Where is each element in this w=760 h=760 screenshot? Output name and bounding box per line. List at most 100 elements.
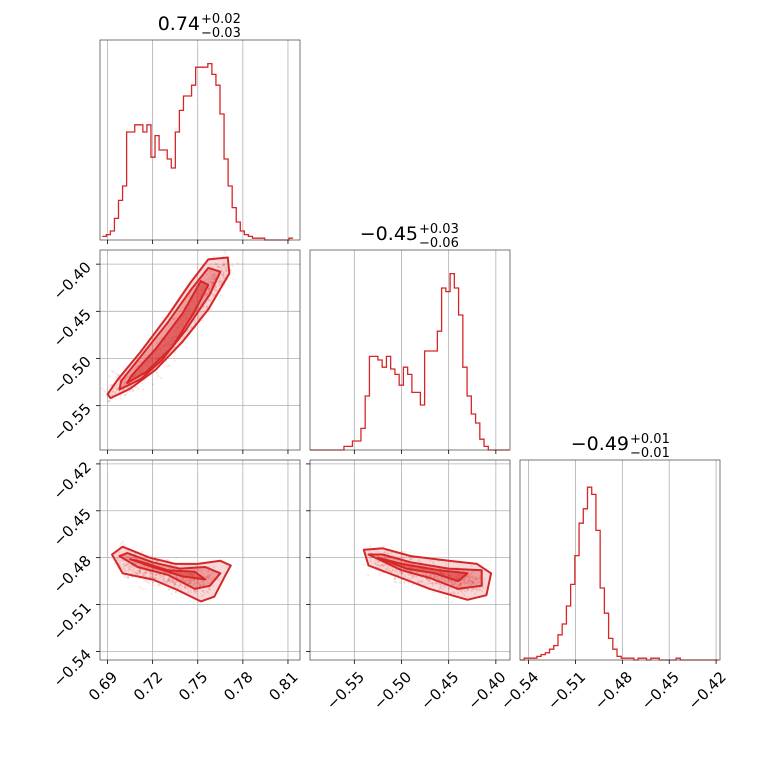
scatter-point [206,291,209,294]
scatter-point [218,265,221,268]
scatter-point [206,581,209,585]
scatter-point [172,584,175,587]
scatter-point [163,577,166,581]
scatter-point [112,390,115,393]
scatter-point [135,557,138,560]
scatter-point [207,298,210,302]
scatter-point [220,266,223,270]
scatter-point [204,568,207,571]
scatter-point [118,562,121,565]
scatter-point [220,273,223,277]
scatter-point [127,566,131,569]
scatter-point [114,372,117,375]
scatter-point [168,576,171,580]
scatter-point [180,584,183,588]
scatter-point [189,579,193,582]
scatter-point [438,588,441,591]
scatter-point [445,580,448,583]
scatter-point [435,582,438,585]
scatter-point [475,587,478,590]
scatter-point [159,338,162,341]
scatter-point [180,578,183,582]
scatter-point [223,276,226,279]
scatter-point [168,582,171,585]
title-param-2: −0.45 [360,223,418,245]
scatter-point [123,563,127,566]
scatter-point [192,583,195,586]
scatter-point [420,576,423,579]
scatter-point [174,575,177,578]
scatter-point [167,578,170,582]
scatter-point [205,292,208,295]
scatter-point [202,581,205,584]
scatter-point [171,580,174,583]
scatter-point [199,311,202,314]
scatter-point [423,583,427,586]
scatter-point [118,379,121,382]
scatter-point [170,578,173,581]
scatter-point [463,594,466,597]
scatter-point [470,580,473,583]
scatter-point [208,270,211,273]
scatter-point [154,576,158,579]
scatter-point [221,264,224,268]
scatter-point [131,565,134,568]
scatter-point [167,580,171,583]
scatter-point [194,321,197,324]
scatter-point [171,579,174,582]
scatter-point [139,569,142,572]
scatter-point [139,570,142,573]
x-tick-label-param-3: −0.42 [685,668,730,713]
scatter-point [164,581,167,584]
scatter-point [112,370,115,373]
scatter-point [126,564,129,568]
scatter-point [135,572,138,576]
scatter-point [117,557,120,560]
scatter-point [145,580,149,583]
scatter-point [179,582,182,585]
scatter-point [199,583,202,586]
scatter-point [116,373,119,376]
contours-2-3 [362,547,493,601]
scatter-point [427,582,430,585]
scatter-point [214,263,218,266]
scatter-point [201,579,204,582]
scatter-point [184,586,187,589]
scatter-point [160,575,163,578]
scatter-point [168,587,171,591]
scatter-point [458,589,461,592]
scatter-point [469,572,472,576]
scatter-point [434,582,437,585]
scatter-point [212,281,215,284]
scatter-point [151,576,154,579]
scatter-point [477,577,480,580]
scatter-point [467,579,470,583]
scatter-point [199,584,202,587]
title-param-2-plus: +0.03 [419,222,459,237]
scatter-point [447,587,450,590]
scatter-point [417,581,420,584]
scatter-point [450,581,454,584]
scatter-point [107,399,110,403]
scatter-point [225,270,228,273]
scatter-point [172,317,175,321]
scatter-point [211,282,214,285]
scatter-point [465,575,468,578]
scatter-point [123,575,126,578]
scatter-point [149,573,152,576]
scatter-point [126,563,129,566]
scatter-point [144,571,147,575]
scatter-point [138,570,141,573]
scatter-point [183,586,187,589]
scatter-point [374,558,377,561]
scatter-point [378,566,381,569]
scatter-point [466,582,469,585]
y-tick-label-param-3: −0.48 [50,552,95,597]
scatter-point [223,273,226,277]
scatter-point [129,566,133,569]
scatter-point [169,579,172,582]
scatter-point [193,319,196,323]
scatter-point [381,571,385,575]
y-tick-label-param-3: −0.51 [50,599,95,644]
scatter-point [463,577,466,580]
